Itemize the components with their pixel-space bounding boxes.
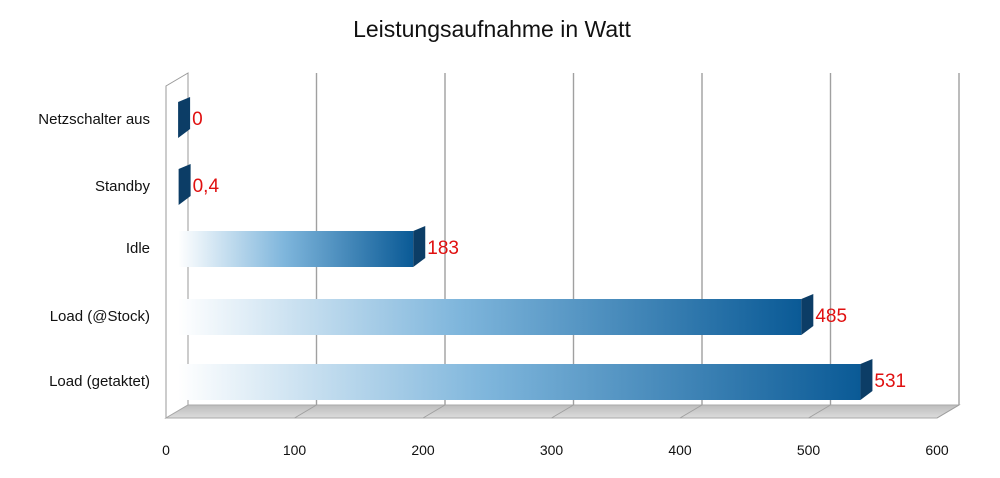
x-tick-label: 600 [925,442,949,458]
category-label: Load (@Stock) [50,308,150,325]
gridline-floor [679,404,703,419]
gridline-floor [808,404,831,419]
x-tick-label: 100 [283,442,307,458]
gridline-floor [422,404,446,419]
category-label: Standby [95,178,151,195]
bar-end-cap [801,294,814,335]
category-label: Netzschalter aus [38,111,150,128]
bar [178,231,414,267]
data-label: 485 [815,306,847,327]
data-label: 531 [874,371,906,392]
bar-end-cap [860,359,873,400]
x-tick-label: 300 [540,442,564,458]
category-label: Idle [126,240,150,257]
gridline-floor [936,404,960,419]
x-tick-label: 400 [668,442,692,458]
category-label: Load (getaktet) [49,373,150,390]
bar [178,299,802,335]
gridline-floor [551,404,574,419]
data-label: 0 [192,109,203,130]
x-tick-label: 0 [162,442,170,458]
bar [178,364,861,400]
data-label: 183 [427,238,459,259]
data-label: 0,4 [193,176,220,197]
x-tick-label: 200 [411,442,435,458]
bar-end-cap [178,164,191,205]
bar-end-cap [178,97,191,138]
chart-title: Leistungsaufnahme in Watt [353,16,631,42]
gridline-floor [294,404,317,419]
x-tick-label: 500 [797,442,821,458]
bar-end-cap [413,226,426,267]
